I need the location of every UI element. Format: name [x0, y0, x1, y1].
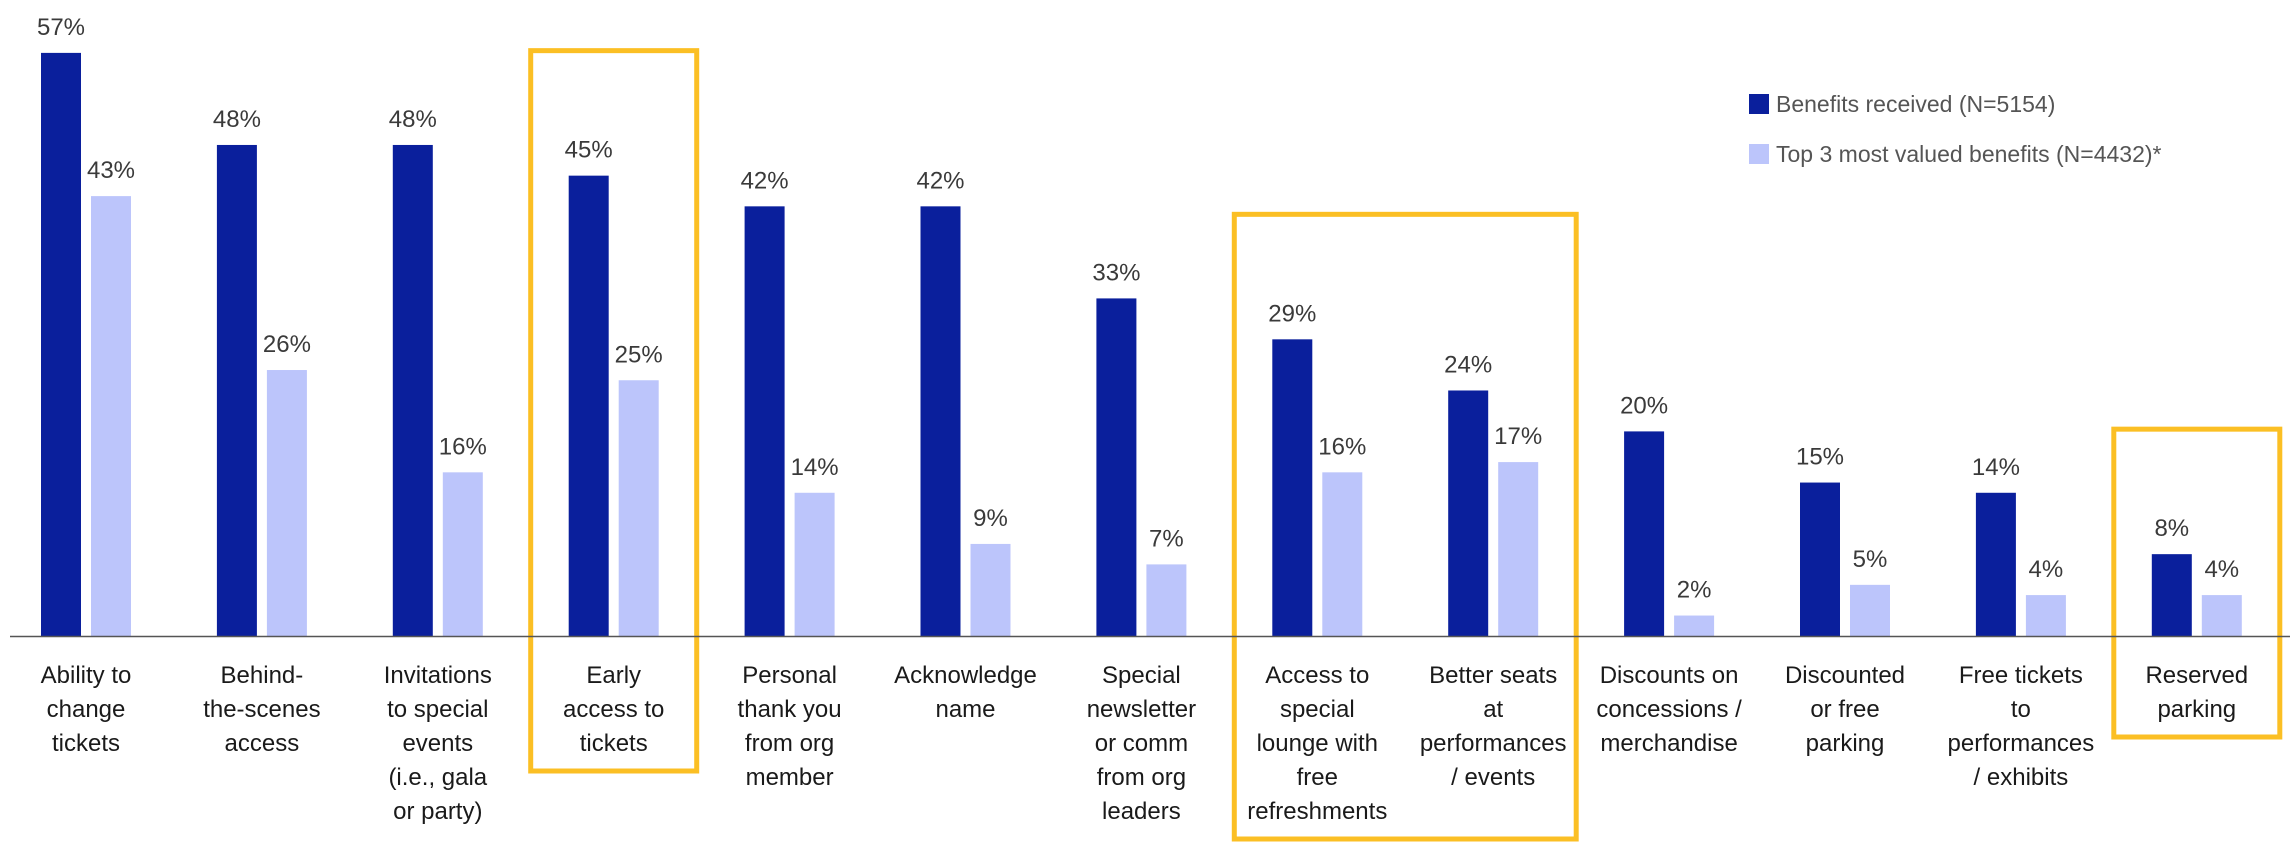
value-label-received-8: 24%	[1444, 351, 1492, 378]
value-label-received-2: 48%	[389, 106, 437, 133]
value-label-received-0: 57%	[37, 14, 85, 41]
value-label-valued-0: 43%	[87, 157, 135, 184]
value-label-received-5: 42%	[916, 167, 964, 194]
legend-swatch-benefits-received	[1749, 94, 1769, 114]
value-label-valued-6: 7%	[1149, 525, 1184, 552]
category-label-3: Early access to tickets	[563, 662, 664, 757]
bar-valued-4	[794, 492, 835, 636]
value-label-received-11: 14%	[1972, 454, 2020, 481]
category-label-11: Free tickets to performances / exhibits	[1948, 662, 2095, 791]
category-label-2: Invitations to special events (i.e., gala or…	[384, 662, 492, 825]
bar-received-0	[41, 52, 81, 636]
category-label-10: Discounted or free parking	[1785, 662, 1905, 757]
category-label-7: Access to special lounge with free refreshme…	[1247, 662, 1387, 825]
bar-received-9	[1624, 431, 1665, 636]
bar-received-12	[2151, 554, 2192, 636]
value-label-valued-2: 16%	[439, 433, 487, 460]
bar-received-7	[1272, 339, 1313, 636]
bar-valued-0	[91, 196, 131, 637]
value-label-received-9: 20%	[1620, 392, 1668, 419]
category-label-1: Behind-the-scenes access	[203, 662, 320, 757]
bar-received-1	[216, 144, 257, 636]
bars	[41, 52, 2242, 637]
highlight-box-1	[1231, 211, 1579, 842]
value-label-valued-10: 5%	[1853, 546, 1888, 573]
bar-received-3	[568, 175, 609, 636]
value-label-received-10: 15%	[1796, 444, 1844, 471]
value-label-received-3: 45%	[565, 137, 613, 164]
bar-valued-10	[1850, 584, 1890, 636]
legend-label-benefits-received: Benefits received (N=5154)	[1776, 91, 2055, 117]
value-label-received-4: 42%	[741, 167, 789, 194]
value-label-valued-8: 17%	[1494, 423, 1542, 450]
category-label-8: Better seats at performances / events	[1420, 662, 1567, 791]
bar-valued-1	[266, 370, 307, 636]
bar-valued-8	[1498, 462, 1539, 636]
category-label-6: Special newsletter or comm from org leaders	[1087, 662, 1196, 825]
value-label-received-12: 8%	[2154, 515, 2189, 542]
category-labels: Ability to change tickets Behind-the-scenes…	[41, 662, 2249, 825]
value-labels: 57% 43% 48% 26% 48% 16% 45% 25% 42% 14% 42% 9% 33% 7%…	[37, 14, 2239, 604]
bar-received-10	[1800, 482, 1840, 636]
highlight-box-0	[528, 48, 700, 774]
legend-swatch-top-3-valued	[1749, 144, 1769, 164]
value-label-valued-11: 4%	[2029, 556, 2064, 583]
value-label-received-6: 33%	[1092, 259, 1140, 286]
value-label-received-7: 29%	[1268, 300, 1316, 327]
category-label-5: Acknowledge name	[894, 662, 1037, 723]
legend: Benefits received (N=5154) Top 3 most va…	[1749, 91, 2162, 167]
category-label-4: Personal thank you from org member	[738, 662, 842, 791]
value-label-valued-3: 25%	[615, 341, 663, 368]
bar-valued-9	[1674, 615, 1715, 636]
value-label-valued-9: 2%	[1677, 577, 1712, 604]
value-label-valued-1: 26%	[263, 331, 311, 358]
bar-valued-3	[618, 380, 659, 636]
value-label-valued-7: 16%	[1318, 433, 1366, 460]
highlight-boxes	[528, 48, 2283, 842]
bar-received-2	[392, 144, 433, 636]
legend-label-top-3-valued: Top 3 most valued benefits (N=4432)*	[1776, 141, 2162, 167]
bar-valued-2	[442, 472, 483, 636]
bar-received-5	[920, 206, 961, 636]
value-label-received-1: 48%	[213, 106, 261, 133]
bar-valued-6	[1146, 564, 1187, 636]
bar-valued-7	[1322, 472, 1363, 636]
value-label-valued-4: 14%	[791, 454, 839, 481]
value-label-valued-5: 9%	[973, 505, 1008, 532]
category-label-9: Discounts on concessions / merchandise	[1596, 662, 1742, 757]
value-label-valued-12: 4%	[2204, 556, 2239, 583]
bar-received-4	[744, 206, 785, 636]
category-label-12: Reserved parking	[2145, 662, 2248, 723]
bar-received-6	[1096, 298, 1137, 636]
bar-valued-12	[2201, 595, 2242, 636]
bar-received-11	[1975, 492, 2016, 636]
category-label-0: Ability to change tickets	[41, 662, 132, 757]
bar-valued-11	[2025, 595, 2066, 636]
highlight-box-2	[2111, 426, 2283, 740]
bar-received-8	[1448, 390, 1489, 636]
bar-valued-5	[970, 543, 1011, 636]
